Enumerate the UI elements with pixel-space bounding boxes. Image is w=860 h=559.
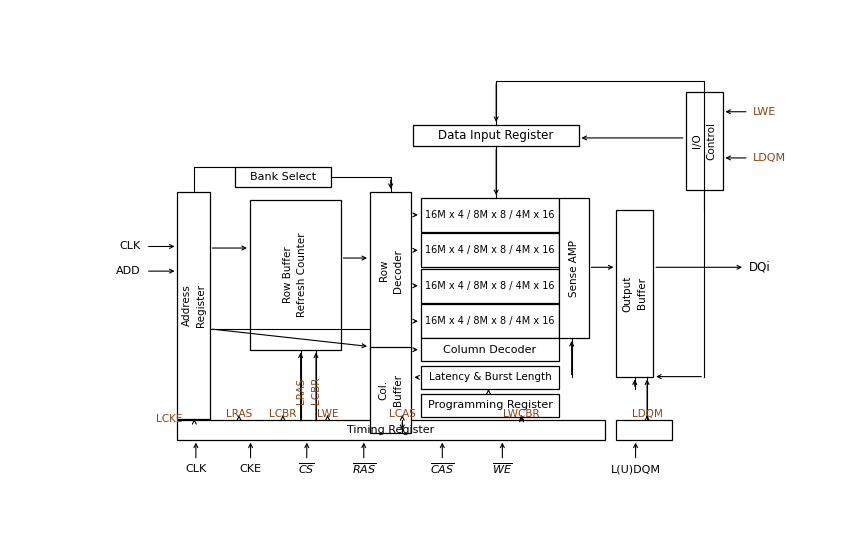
Text: Latency & Burst Length: Latency & Burst Length	[428, 372, 551, 382]
Text: LCAS: LCAS	[389, 409, 415, 419]
Bar	[617, 210, 654, 377]
Bar	[421, 234, 559, 267]
Text: LWE: LWE	[752, 107, 776, 117]
Text: Row
Decoder: Row Decoder	[378, 249, 402, 293]
Bar	[421, 394, 559, 416]
Text: L(U)DQM: L(U)DQM	[611, 464, 660, 474]
Text: $\overline{RAS}$: $\overline{RAS}$	[352, 462, 376, 476]
Text: CLK: CLK	[185, 464, 206, 474]
Text: $\overline{WE}$: $\overline{WE}$	[492, 462, 513, 476]
Text: 16M x 4 / 8M x 8 / 4M x 16: 16M x 4 / 8M x 8 / 4M x 16	[426, 210, 555, 220]
Text: ADD: ADD	[116, 266, 140, 276]
Text: LRAS: LRAS	[226, 409, 252, 419]
Bar	[370, 192, 411, 350]
Bar	[249, 200, 341, 350]
Text: Data Input Register: Data Input Register	[438, 129, 554, 142]
Bar	[617, 420, 672, 440]
Text: LDQM: LDQM	[752, 153, 786, 163]
Bar	[421, 338, 559, 361]
Text: Bank Select: Bank Select	[250, 172, 316, 182]
Text: Output
Buffer: Output Buffer	[623, 275, 647, 312]
Text: 16M x 4 / 8M x 8 / 4M x 16: 16M x 4 / 8M x 8 / 4M x 16	[426, 316, 555, 326]
Text: CLK: CLK	[120, 241, 140, 252]
Text: LWE: LWE	[316, 409, 338, 419]
Text: Column Decoder: Column Decoder	[444, 345, 537, 354]
Text: LDQM: LDQM	[632, 409, 662, 419]
Bar	[421, 269, 559, 303]
Bar	[235, 167, 331, 187]
Text: 16M x 4 / 8M x 8 / 4M x 16: 16M x 4 / 8M x 8 / 4M x 16	[426, 281, 555, 291]
Text: $\overline{CAS}$: $\overline{CAS}$	[430, 462, 455, 476]
Text: Row Buffer
Refresh Counter: Row Buffer Refresh Counter	[283, 233, 307, 317]
Text: Timing Register: Timing Register	[347, 425, 434, 435]
Bar	[421, 304, 559, 338]
Bar	[685, 92, 722, 190]
Bar	[413, 125, 579, 146]
Bar	[421, 198, 559, 232]
Text: LWCBR: LWCBR	[503, 409, 540, 419]
Text: Programming Register: Programming Register	[427, 400, 552, 410]
Bar	[559, 198, 588, 338]
Bar	[177, 420, 605, 440]
Text: DQi: DQi	[749, 261, 771, 274]
Bar	[421, 366, 559, 389]
Text: LCBR: LCBR	[269, 409, 297, 419]
Text: Col.
Buffer: Col. Buffer	[378, 374, 402, 406]
Text: LCBR: LCBR	[311, 377, 321, 404]
Text: LCKE: LCKE	[157, 414, 183, 424]
Text: $\overline{CS}$: $\overline{CS}$	[298, 462, 315, 476]
Text: LRAS: LRAS	[296, 377, 305, 404]
Text: Address
Register: Address Register	[181, 284, 206, 327]
Text: I/O
Control: I/O Control	[692, 122, 716, 160]
Text: Sense AMP: Sense AMP	[569, 240, 579, 297]
Text: CKE: CKE	[240, 464, 261, 474]
Bar	[177, 192, 210, 419]
Text: 16M x 4 / 8M x 8 / 4M x 16: 16M x 4 / 8M x 8 / 4M x 16	[426, 245, 555, 255]
Bar	[370, 347, 411, 433]
